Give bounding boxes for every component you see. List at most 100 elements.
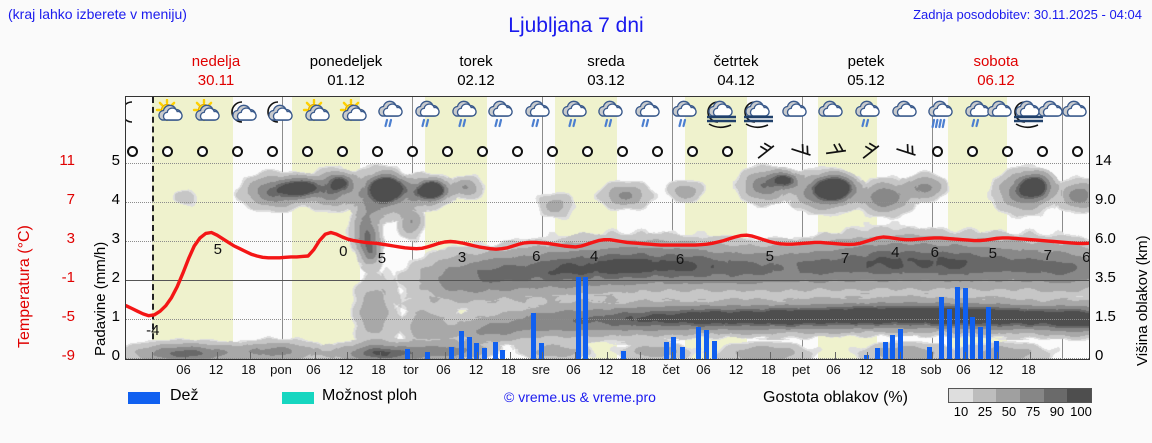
hour-label: sre [531, 362, 551, 377]
cloud-density-tick: 100 [1070, 404, 1092, 419]
hour-label: 18 [891, 362, 906, 377]
day-date: 04.12 [717, 72, 755, 89]
sun-cloud-icon [302, 98, 332, 131]
temperature-label: 5 [213, 241, 223, 259]
calm-wind-icon [967, 146, 978, 157]
cloud-icon [779, 99, 809, 131]
day-header: četrtek 04.12 [671, 52, 801, 94]
weather-icon-strip [126, 97, 1089, 143]
temperature-label: 3 [457, 248, 467, 266]
hour-tick [347, 352, 348, 359]
precipitation-bar [954, 287, 960, 359]
moon-fog-icon [742, 99, 774, 131]
precipitation-bar [711, 341, 717, 359]
hour-label: sob [920, 362, 942, 377]
day-name: ponedeljek [309, 53, 383, 70]
precipitation-bar [474, 343, 480, 359]
temperature-label: 4 [891, 244, 900, 262]
calm-wind-icon [1072, 146, 1083, 157]
day-date: 01.12 [327, 72, 365, 89]
wind-barb-icon [791, 144, 811, 156]
cloud-density-tick: 75 [1025, 404, 1041, 419]
precipitation-bar [621, 351, 627, 359]
cloud-rain-icon [559, 99, 589, 131]
cloud-height-tick: 6.0 [1095, 230, 1116, 247]
gridline [126, 202, 1089, 203]
cloud-height-tick: 0 [1095, 347, 1104, 364]
precipitation-bar [500, 350, 506, 359]
calm-wind-icon [197, 146, 208, 157]
day-name: četrtek [713, 53, 759, 70]
calm-wind-icon [302, 146, 313, 157]
calm-wind-icon [232, 146, 243, 157]
temperature-tick: 3 [66, 230, 75, 247]
hour-label: 06 [566, 362, 581, 377]
hour-label: tor [403, 362, 419, 377]
cloud-icon [889, 99, 919, 131]
day-header [125, 52, 151, 94]
cloud-rain-icon [449, 99, 479, 131]
precipitation-tick: 1 [111, 308, 120, 325]
calm-wind-icon [617, 146, 628, 157]
temperature-label: 5 [765, 247, 774, 265]
temperature-label: -4 [146, 321, 160, 339]
precipitation-bar [575, 277, 581, 359]
temperature-label: 4 [590, 248, 599, 266]
day-name: petek [847, 53, 885, 70]
sun-cloud-icon [339, 98, 369, 131]
hour-tick [542, 352, 543, 359]
precipitation-bar [531, 313, 537, 359]
precipitation-bar [947, 309, 953, 359]
day-header: sreda 03.12 [541, 52, 671, 94]
precipitation-bar [882, 342, 888, 359]
hour-tick [315, 352, 316, 359]
hour-tick [445, 352, 446, 359]
moon-cloud-icon [265, 99, 295, 131]
hour-label: 12 [858, 362, 874, 377]
temperature-label: 6 [532, 248, 541, 266]
precipitation-tick: 0 [111, 347, 120, 364]
temperature-label: 6 [1082, 249, 1090, 267]
hour-label: 12 [988, 362, 1004, 377]
cloud-icon [815, 99, 845, 131]
day-header: torek 02.12 [411, 52, 541, 94]
hour-tick [867, 352, 868, 359]
day-name: sobota [973, 53, 1019, 70]
copyright-link[interactable]: © vreme.us & vreme.pro [504, 389, 656, 405]
cloud-height-tick: 14 [1095, 152, 1112, 169]
cloud-rain-icon [412, 99, 442, 131]
calm-wind-icon [722, 146, 733, 157]
calm-wind-icon [652, 146, 663, 157]
calm-wind-icon [547, 146, 558, 157]
hour-tick [737, 352, 738, 359]
rain-legend-swatch [128, 392, 160, 404]
cloud-rain-icon [669, 99, 699, 131]
temperature-label: 7 [840, 250, 850, 268]
location-menu-note: (kraj lahko izberete v meniju) [8, 6, 187, 22]
temperature-label: 5 [988, 245, 997, 263]
hour-label: 18 [631, 362, 646, 377]
precipitation-bar [970, 317, 976, 359]
hour-tick [510, 352, 511, 359]
precipitation-bar [985, 307, 991, 359]
rain-legend-label: Dež [170, 387, 199, 404]
temperature-tick: 11 [59, 152, 75, 169]
cloud-density-step [949, 389, 973, 402]
precipitation-bar [962, 288, 968, 359]
precipitation-bar [458, 331, 464, 359]
precipitation-bar [449, 347, 455, 359]
calm-wind-icon [1002, 146, 1013, 157]
calm-wind-icon [442, 146, 453, 157]
precipitation-bar [404, 349, 410, 359]
hour-tick [607, 352, 608, 359]
day-header: ponedeljek 01.12 [281, 52, 411, 94]
cloud-density-tick: 90 [1049, 404, 1065, 419]
moon-fog-icon [1012, 99, 1044, 131]
hour-label: 06 [176, 362, 191, 377]
precipitation-bar [993, 341, 999, 359]
hour-label: 12 [208, 362, 224, 377]
cloud-rain-icon [375, 99, 405, 131]
hour-tick [965, 352, 966, 359]
calm-wind-icon [932, 146, 943, 157]
